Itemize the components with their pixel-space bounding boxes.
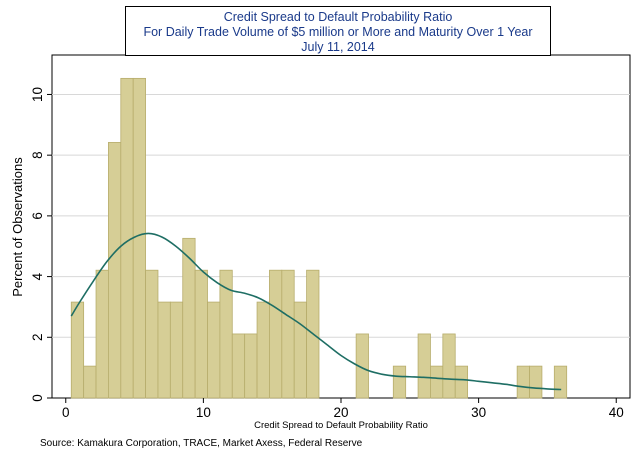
histogram-bar xyxy=(430,365,444,399)
chart-title-line-3: July 11, 2014 xyxy=(301,40,375,54)
x-tick-label: 10 xyxy=(196,405,211,420)
histogram-bar xyxy=(207,301,221,399)
histogram-bar xyxy=(132,77,146,399)
histogram-bar xyxy=(83,365,97,399)
histogram-bar xyxy=(355,333,369,399)
histogram-bar xyxy=(392,365,407,399)
y-axis-label: Percent of Observations xyxy=(10,157,25,297)
histogram-bar xyxy=(256,301,270,399)
chart-title-line-1: Credit Spread to Default Probability Rat… xyxy=(223,10,453,24)
histogram-bar xyxy=(529,365,543,399)
histogram-bar xyxy=(417,333,431,399)
x-axis-ticks: 0 10 20 30 40 xyxy=(62,398,624,420)
histogram-bar xyxy=(145,269,159,399)
histogram-bar xyxy=(194,269,208,399)
chart-title-box: Credit Spread to Default Probability Rat… xyxy=(125,6,551,56)
y-tick-label: 6 xyxy=(30,212,45,220)
histogram-bar xyxy=(454,365,469,399)
histogram-bars xyxy=(70,77,568,399)
x-tick-label: 40 xyxy=(609,405,624,420)
histogram-bar xyxy=(293,301,307,399)
histogram-bar xyxy=(231,333,246,399)
x-tick-label: 20 xyxy=(333,405,348,420)
histogram-bar xyxy=(244,333,258,399)
histogram-bar xyxy=(157,301,171,399)
chart-title-line-2: For Daily Trade Volume of $5 million or … xyxy=(143,25,533,39)
histogram-bar xyxy=(169,301,184,399)
histogram-bar xyxy=(516,365,530,399)
y-axis-ticks: 0 2 4 6 8 10 xyxy=(30,87,52,402)
histogram-bar xyxy=(95,269,109,399)
y-tick-label: 4 xyxy=(30,272,45,280)
y-tick-label: 0 xyxy=(30,394,45,402)
density-curve-group xyxy=(70,232,562,391)
histogram-bar xyxy=(269,269,283,399)
histogram-bar xyxy=(442,333,456,399)
density-curve xyxy=(70,232,562,391)
source-note: Source: Kamakura Corporation, TRACE, Mar… xyxy=(40,438,363,449)
histogram-bar xyxy=(553,365,568,399)
x-tick-label: 30 xyxy=(471,405,486,420)
x-axis-label: Credit Spread to Default Probability Rat… xyxy=(254,420,428,431)
x-tick-label: 0 xyxy=(62,405,70,420)
histogram-bar xyxy=(70,301,85,399)
y-tick-label: 2 xyxy=(30,334,45,342)
histogram-bar xyxy=(108,142,122,399)
y-tick-label: 8 xyxy=(30,151,45,159)
y-tick-label: 10 xyxy=(30,87,45,102)
histogram-bar xyxy=(281,269,295,399)
